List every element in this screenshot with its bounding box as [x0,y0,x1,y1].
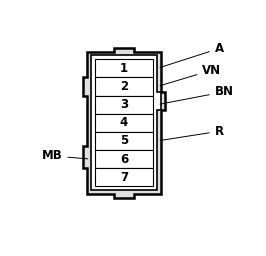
Polygon shape [83,48,165,198]
Bar [95,114,153,132]
Bar [95,59,153,77]
Polygon shape [91,55,161,190]
Text: BN: BN [160,85,234,104]
Text: MB: MB [41,150,88,162]
Text: A: A [160,42,224,68]
Bar [95,168,153,186]
Text: 4: 4 [120,116,128,129]
Bar [95,132,153,150]
Bar [95,150,153,168]
Text: 2: 2 [120,80,128,93]
Text: 7: 7 [120,171,128,184]
Text: R: R [160,125,224,141]
Text: 3: 3 [120,98,128,111]
Text: 5: 5 [120,134,128,147]
Bar [95,95,153,114]
Text: VN: VN [160,64,221,86]
Text: 1: 1 [120,62,128,75]
Bar [95,77,153,95]
Text: 6: 6 [120,153,128,166]
